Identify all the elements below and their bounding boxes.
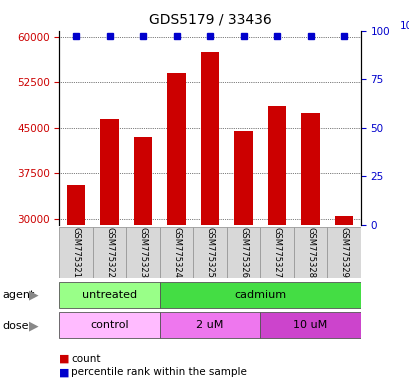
Bar	[59, 227, 93, 278]
Text: 100%: 100%	[399, 21, 409, 31]
Text: GSM775321: GSM775321	[72, 227, 81, 278]
Bar	[160, 227, 193, 278]
Text: dose: dose	[2, 321, 29, 331]
Text: cadmium: cadmium	[234, 290, 286, 300]
Bar	[301, 113, 319, 225]
Text: GSM775327: GSM775327	[272, 227, 281, 278]
Bar	[67, 185, 85, 225]
Bar	[200, 52, 219, 225]
Bar	[267, 106, 285, 225]
Text: 10 uM: 10 uM	[293, 320, 327, 331]
Text: 2 uM: 2 uM	[196, 320, 223, 331]
Bar	[226, 227, 260, 278]
Bar	[59, 282, 160, 308]
Bar	[160, 282, 360, 308]
Text: GSM775325: GSM775325	[205, 227, 214, 278]
Bar	[167, 73, 185, 225]
Bar	[260, 227, 293, 278]
Text: GSM775329: GSM775329	[339, 227, 348, 278]
Bar	[334, 215, 353, 225]
Bar	[234, 131, 252, 225]
Text: agent: agent	[2, 290, 34, 300]
Text: untreated: untreated	[82, 290, 137, 300]
Text: ▶: ▶	[29, 288, 39, 301]
Text: ■: ■	[59, 354, 70, 364]
Text: percentile rank within the sample: percentile rank within the sample	[71, 367, 246, 377]
Text: GSM775326: GSM775326	[238, 227, 247, 278]
Text: count: count	[71, 354, 100, 364]
Bar	[134, 137, 152, 225]
Bar	[326, 227, 360, 278]
Text: ■: ■	[59, 367, 70, 377]
Bar	[100, 119, 119, 225]
Text: GSM775323: GSM775323	[138, 227, 147, 278]
Text: ▶: ▶	[29, 319, 39, 332]
Bar	[93, 227, 126, 278]
Title: GDS5179 / 33436: GDS5179 / 33436	[148, 13, 271, 27]
Bar	[160, 313, 260, 338]
Text: control: control	[90, 320, 129, 331]
Bar	[193, 227, 226, 278]
Bar	[260, 313, 360, 338]
Bar	[293, 227, 326, 278]
Text: GSM775328: GSM775328	[306, 227, 314, 278]
Bar	[126, 227, 160, 278]
Bar	[59, 313, 160, 338]
Text: GSM775324: GSM775324	[172, 227, 181, 278]
Text: GSM775322: GSM775322	[105, 227, 114, 278]
